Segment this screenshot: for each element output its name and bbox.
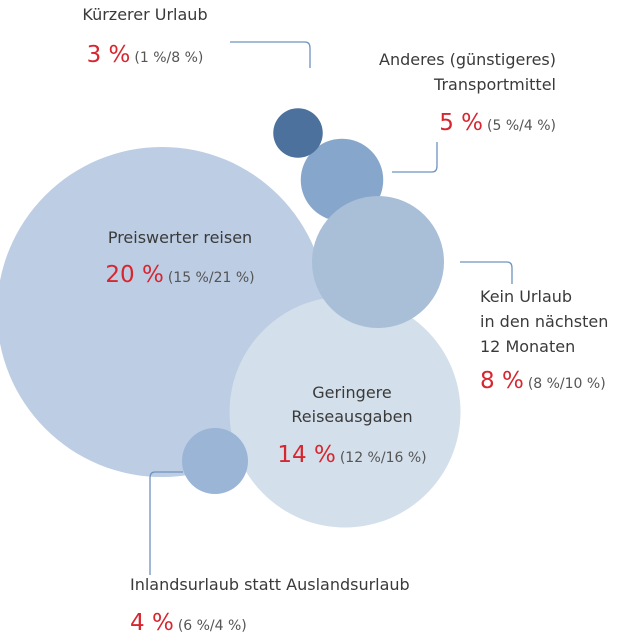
bubble-label: Kein Urlaub (480, 287, 572, 306)
bubble (182, 428, 248, 494)
value-line: 5 % (5 %/4 %) (439, 110, 556, 136)
value-line: 8 % (8 %/10 %) (480, 368, 606, 394)
value-label: 4 % (130, 610, 174, 636)
connector (460, 261, 513, 284)
bubble-label: Geringere (312, 383, 391, 402)
bubble-label: Reiseausgaben (291, 407, 412, 426)
connector (230, 41, 311, 68)
value-detail: (1 %/8 %) (134, 50, 203, 66)
value-line: 20 % (15 %/21 %) (105, 262, 254, 288)
bubble-label: Kürzerer Urlaub (82, 5, 207, 24)
value-detail: (5 %/4 %) (487, 118, 556, 134)
value-label: 20 % (105, 262, 163, 288)
value-label: 5 % (439, 110, 483, 136)
connector (149, 471, 183, 575)
bubble-label: Preiswerter reisen (108, 228, 252, 247)
bubble (312, 196, 444, 328)
value-detail: (8 %/10 %) (528, 376, 606, 392)
bubble-label: Transportmittel (433, 75, 556, 94)
bubble (229, 296, 461, 528)
value-label: 14 % (277, 442, 335, 468)
value-detail: (6 %/4 %) (178, 618, 247, 634)
circles (0, 108, 461, 528)
bubble (273, 108, 323, 158)
connector (392, 142, 438, 173)
value-detail: (15 %/21 %) (168, 270, 255, 286)
value-line: 3 % (1 %/8 %) (87, 42, 204, 68)
value-line: 14 % (12 %/16 %) (277, 442, 426, 468)
bubble-label: Anderes (günstigeres) (379, 50, 556, 69)
value-label: 8 % (480, 368, 524, 394)
labels: Preiswerter reisen 20 % (15 %/21 %) Geringe… (82, 5, 608, 636)
value-line: 4 % (6 %/4 %) (130, 610, 247, 636)
bubble-label: 12 Monaten (480, 337, 575, 356)
bubble-label: in den nächsten (480, 312, 608, 331)
value-detail: (12 %/16 %) (340, 450, 427, 466)
value-label: 3 % (87, 42, 131, 68)
bubble-label: Inlandsurlaub statt Auslandsurlaub (130, 575, 410, 594)
